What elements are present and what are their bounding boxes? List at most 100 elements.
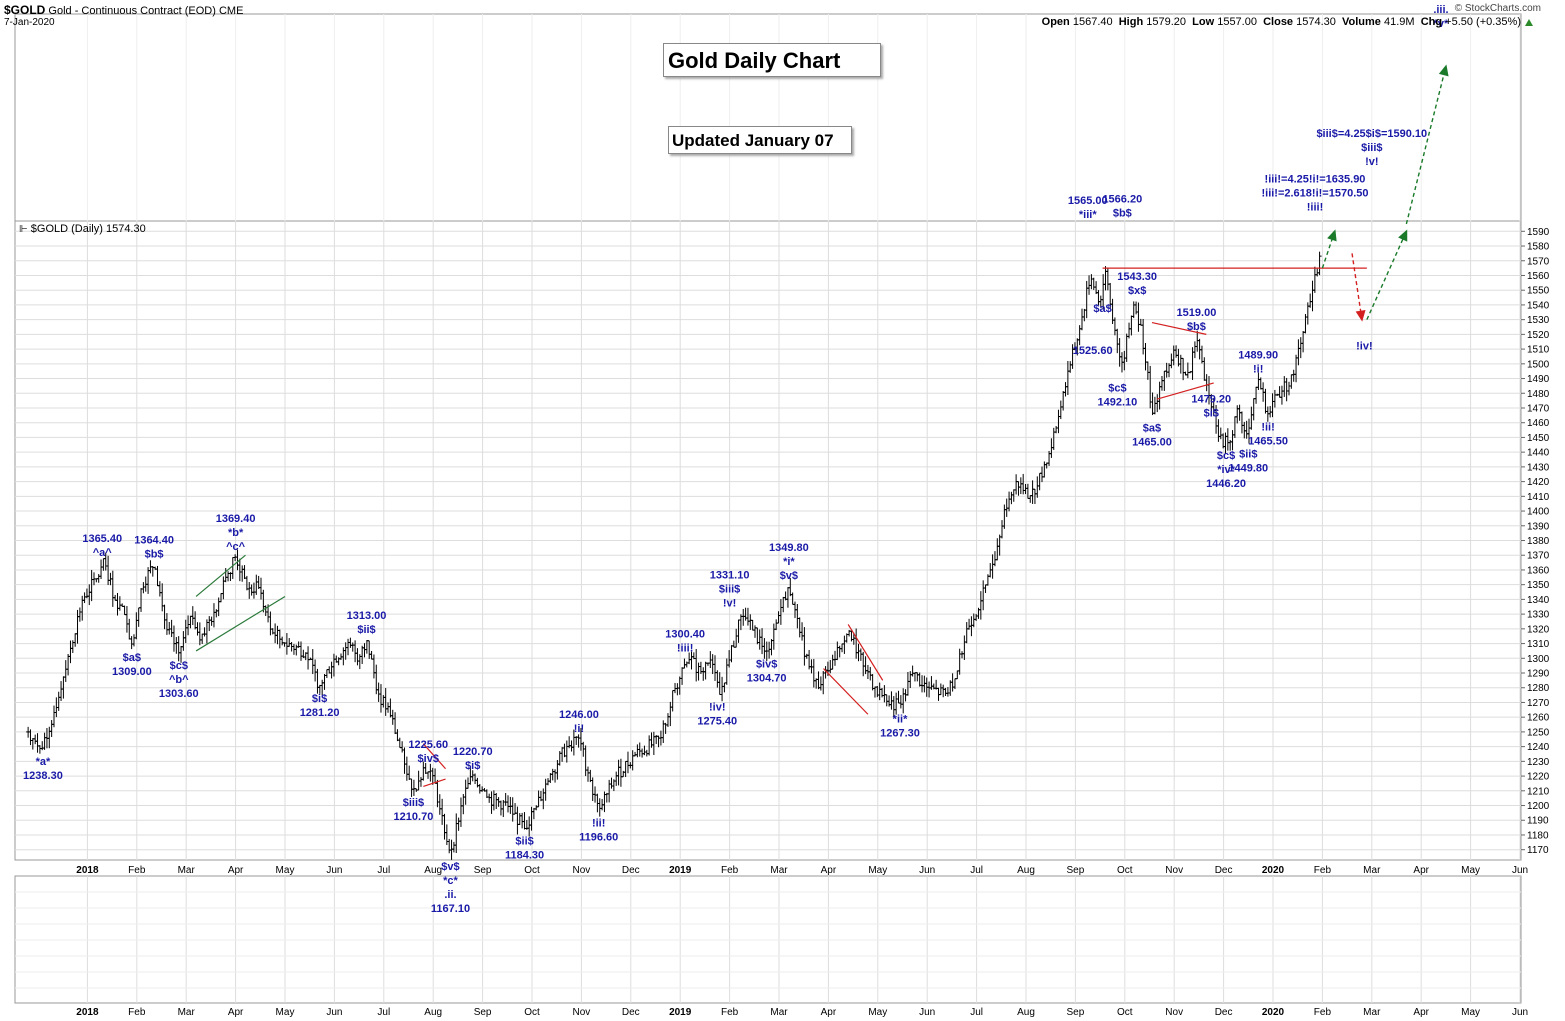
y-tick-label: 1330	[1527, 610, 1550, 621]
y-tick-label: 1360	[1527, 565, 1550, 576]
x-tick-label: Feb	[1314, 865, 1332, 876]
updated-date-box: Updated January 07	[668, 126, 852, 154]
green-projection-line	[1366, 231, 1408, 320]
y-tick-label: 1450	[1527, 433, 1550, 444]
wave-label: *iii*	[1079, 209, 1097, 221]
x-tick-label: Feb	[128, 865, 146, 876]
close-label: Close	[1263, 16, 1294, 28]
wave-label: $a$	[123, 652, 141, 664]
red-trendline	[823, 668, 869, 715]
wave-label: $i$	[465, 760, 480, 772]
symbol: $GOLD	[4, 3, 46, 17]
x-tick-label: Nov	[573, 865, 591, 876]
x-tick-label: Jun	[919, 865, 935, 876]
wave-label: 1446.20	[1206, 478, 1246, 490]
y-tick-label: 1580	[1527, 242, 1550, 253]
wave-label: 1489.90	[1238, 350, 1278, 362]
y-tick-label: 1400	[1527, 507, 1550, 518]
y-tick-label: 1410	[1527, 492, 1550, 503]
wave-label: $v$	[780, 570, 798, 582]
high-label: High	[1118, 16, 1144, 28]
wave-annotations: *a* 1238.30 1365.40 ^a^ $a$ 1309.00 1364.40 $b$…	[23, 0, 1493, 915]
red-arrowhead-icon	[1355, 310, 1366, 322]
y-tick-label: 1230	[1527, 757, 1550, 768]
y-tick-label: 1270	[1527, 698, 1550, 709]
y-tick-label: 1490	[1527, 374, 1550, 385]
wave-label: 1220.70	[453, 746, 493, 758]
wave-label: 1543.30	[1117, 271, 1157, 283]
wave-label: 1519.00	[1177, 307, 1217, 319]
wave-label: ^a^	[93, 547, 113, 559]
wave-label: 1369.40	[216, 513, 256, 525]
x-tick-label-lower: Jun	[1512, 1007, 1528, 1018]
wave-label: $iii$	[1361, 142, 1382, 154]
y-tick-label: 1430	[1527, 462, 1550, 473]
series-legend: ⊩ $GOLD (Daily) 1574.30	[19, 223, 146, 235]
y-tick-label: 1320	[1527, 624, 1550, 635]
y-tick-label: 1300	[1527, 654, 1550, 665]
watermark: © StockCharts.com	[1454, 3, 1541, 14]
chg-value: +5.50 (+0.35%)	[1445, 16, 1521, 28]
x-tick-label: Jun	[1512, 865, 1528, 876]
wave-label: $iv$	[756, 658, 777, 670]
x-tick-label-lower: Aug	[424, 1007, 442, 1018]
x-tick-label-lower: Apr	[1413, 1007, 1429, 1018]
wave-label: .iii.=1.618.i.=1704.40	[1389, 0, 1494, 2]
green-trendline	[195, 554, 246, 597]
high-value: 1579.20	[1146, 16, 1187, 28]
x-tick-label: 2019	[669, 865, 692, 876]
x-tick-label-lower: 2018	[76, 1007, 99, 1018]
wave-label: $ii$	[515, 836, 533, 848]
x-tick-label: Feb	[721, 865, 739, 876]
x-tick-label-lower: Jul	[970, 1007, 983, 1018]
wave-label: 1184.30	[505, 850, 544, 862]
x-tick-label-lower: Jul	[377, 1007, 390, 1018]
wave-label: $c$	[1217, 450, 1235, 462]
green-arrowhead-icon	[1438, 64, 1449, 77]
wave-label: 1492.10	[1098, 396, 1138, 408]
open-value: 1567.40	[1072, 16, 1113, 28]
y-tick-label: 1470	[1527, 403, 1550, 414]
x-tick-label: Jul	[377, 865, 390, 876]
wave-label: 1246.00	[559, 709, 599, 721]
wave-label: *i*	[783, 556, 795, 568]
x-tick-label-lower: Feb	[128, 1007, 146, 1018]
wave-label: 1449.80	[1228, 463, 1268, 475]
wave-label: 1313.00	[347, 610, 387, 622]
wave-label: !v!	[1365, 156, 1378, 168]
y-tick-label: 1170	[1527, 845, 1549, 856]
x-tick-label-lower: Oct	[1117, 1007, 1133, 1018]
x-tick-label-lower: May	[1461, 1007, 1480, 1018]
x-tick-label-lower: May	[868, 1007, 887, 1018]
volume-value: 41.9M	[1384, 16, 1415, 28]
wave-label: 1566.20	[1102, 193, 1142, 205]
wave-label: $c$	[1108, 382, 1126, 394]
chart-title-box: Gold Daily Chart	[663, 43, 881, 77]
x-tick-label-lower: Mar	[770, 1007, 788, 1018]
x-tick-label: Aug	[1017, 865, 1035, 876]
x-tick-label-lower: Dec	[622, 1007, 640, 1018]
wave-label: !ii!	[592, 818, 605, 830]
wave-label: !i!	[1253, 364, 1263, 376]
x-tick-label: Oct	[1117, 865, 1133, 876]
x-tick-label: Jul	[970, 865, 983, 876]
wave-label: $v$	[441, 861, 459, 873]
x-tick-label: Nov	[1165, 865, 1183, 876]
x-tick-label: Apr	[821, 865, 837, 876]
close-value: 1574.30	[1296, 16, 1336, 28]
wave-label: *ii*	[893, 713, 908, 725]
wave-label: *a*	[36, 756, 51, 768]
up-triangle-icon	[1525, 19, 1533, 26]
instrument-name: Gold - Continuous Contract (EOD)	[48, 5, 216, 17]
price-bars	[26, 251, 1322, 860]
x-tick-label: Dec	[1215, 865, 1233, 876]
x-tick-label: 2018	[76, 865, 99, 876]
x-tick-label: May	[276, 865, 295, 876]
y-tick-label: 1260	[1527, 713, 1550, 724]
green-arrowhead-icon	[1327, 229, 1337, 242]
wave-label: 1565.00	[1068, 195, 1108, 207]
x-tick-label: Apr	[1413, 865, 1429, 876]
x-tick-label: 2020	[1262, 865, 1285, 876]
wave-label: *iv*	[1217, 464, 1235, 476]
x-tick-label-lower: Jun	[919, 1007, 935, 1018]
